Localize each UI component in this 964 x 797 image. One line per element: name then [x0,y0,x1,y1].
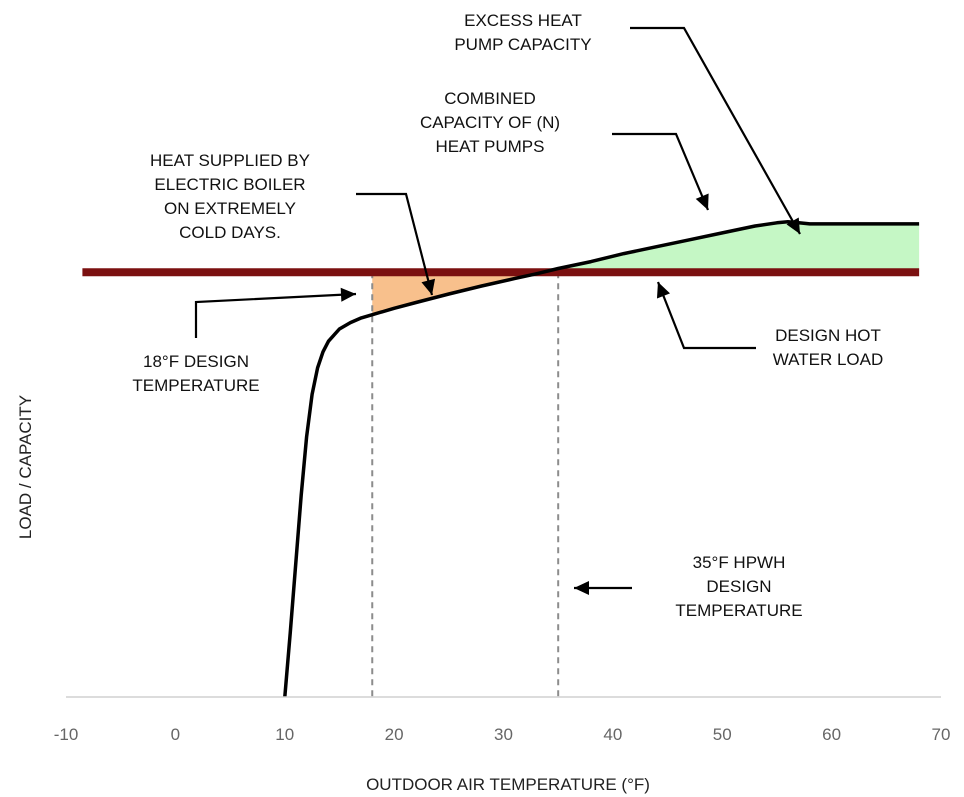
annotation-combined-line: HEAT PUMPS [436,137,545,156]
shaded-region-boiler [372,268,559,315]
arrow-hotwater [656,281,756,350]
x-tick-label: 30 [494,725,513,744]
annotation-hotwater-line: DESIGN HOT [775,326,881,345]
annotation-design18-line: TEMPERATURE [132,376,259,395]
x-tick-label: 20 [385,725,404,744]
x-tick-label: 60 [822,725,841,744]
x-tick-label: 50 [713,725,732,744]
axes-layer: -10 0 10 20 30 40 50 60 70 [54,696,951,744]
annotation-boiler-line: ELECTRIC BOILER [154,175,305,194]
fill-layer [372,221,920,315]
arrow-head-combined [695,193,709,210]
capacity-curve [283,220,920,698]
x-tick-label: 10 [275,725,294,744]
annotation-design18-line: 18°F DESIGN [143,352,249,371]
annotation-excess-line: EXCESS HEAT [464,11,582,30]
annotation-hotwater-line: WATER LOAD [773,350,884,369]
x-tick-label: 70 [932,725,951,744]
x-tick-label: -10 [54,725,79,744]
arrow-excess [630,26,801,235]
x-tick-label: 0 [171,725,180,744]
y-axis-label: LOAD / CAPACITY [16,395,35,539]
annotation-combined-line: CAPACITY OF (N) [420,113,560,132]
arrow-head-hotwater [656,282,671,299]
annotation-hpwh35-line: DESIGN [706,577,771,596]
arrow-combined [612,132,710,211]
arrow-head-boiler [421,278,436,295]
line-layer [82,220,920,698]
arrow-head-design18 [340,287,356,302]
annotation-boiler-line: HEAT SUPPLIED BY [150,151,310,170]
arrow-head-hpwh35 [574,581,589,595]
annotation-boiler-line: COLD DAYS. [179,223,281,242]
annotation-combined-line: COMBINED [444,89,536,108]
annotation-hpwh35-line: 35°F HPWH [693,553,786,572]
arrow-head-excess [786,217,800,234]
x-axis-label: OUTDOOR AIR TEMPERATURE (°F) [366,775,650,794]
annotation-boiler-line: ON EXTREMELY [164,199,296,218]
arrow-design18 [194,292,357,338]
shaded-region-excess [558,221,920,273]
arrow-boiler [356,192,434,296]
x-tick-label: 40 [603,725,622,744]
annotation-hpwh35-line: TEMPERATURE [675,601,802,620]
annotation-layer: EXCESS HEAT PUMP CAPACITY COMBINED CAPACITY… [132,11,883,620]
arrow-layer [194,26,801,595]
annotation-excess-line: PUMP CAPACITY [454,35,591,54]
